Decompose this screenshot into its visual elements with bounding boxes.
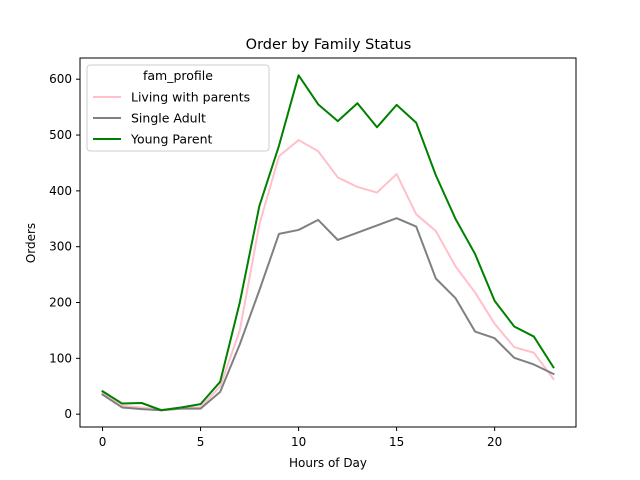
y-axis-ticks: 0 100 200 300 400 500 600 [49, 72, 80, 421]
x-tick-label: 15 [389, 435, 404, 449]
y-tick-label: 0 [64, 407, 72, 421]
legend: fam_profile Living with parents Single Adu… [86, 64, 270, 152]
y-axis-label: Orders [24, 223, 38, 263]
legend-box [86, 64, 270, 152]
y-tick-label: 400 [49, 184, 72, 198]
y-tick-label: 200 [49, 296, 72, 310]
legend-title: fam_profile [143, 68, 213, 83]
y-tick-label: 600 [49, 72, 72, 86]
y-tick-label: 300 [49, 240, 72, 254]
x-tick-label: 5 [197, 435, 205, 449]
legend-label-0: Living with parents [131, 90, 250, 105]
x-tick-label: 10 [291, 435, 306, 449]
plot-frame [79, 57, 577, 428]
chart-title: Order by Family Status [246, 37, 412, 53]
x-axis-label: Hours of Day [289, 456, 367, 470]
legend-label-2: Young Parent [130, 132, 212, 147]
x-tick-label: 0 [99, 435, 107, 449]
y-tick-label: 100 [49, 351, 72, 365]
y-tick-label: 500 [49, 128, 72, 142]
legend-label-1: Single Adult [131, 111, 206, 126]
x-axis-ticks: 0 5 10 15 20 [99, 427, 502, 449]
series-line-2 [101, 74, 555, 412]
x-tick-label: 20 [487, 435, 502, 449]
